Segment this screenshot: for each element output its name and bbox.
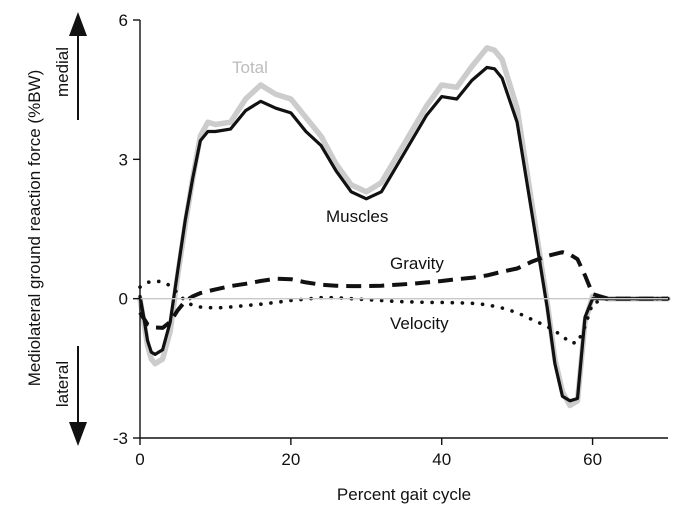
- medial-direction-label: medial: [53, 47, 72, 97]
- x-axis-label: Percent gait cycle: [337, 485, 471, 504]
- legend-gravity: Gravity: [390, 254, 444, 273]
- y-axis-label: Mediolateral ground reaction force (%BW): [25, 70, 44, 387]
- legend-muscles: Muscles: [326, 207, 388, 226]
- x-tick-label: 20: [281, 450, 300, 469]
- series-line-velocity: [138, 279, 670, 345]
- legend-total: Total: [232, 58, 268, 77]
- y-tick-label: 6: [119, 11, 128, 30]
- x-tick-label: 0: [135, 450, 144, 469]
- y-tick-label: 0: [119, 290, 128, 309]
- legend-velocity: Velocity: [390, 314, 449, 333]
- y-tick-label: -3: [113, 429, 128, 448]
- lateral-arrow-head: [69, 422, 87, 446]
- medial-arrow-head: [69, 12, 87, 36]
- y-tick-label: 3: [119, 150, 128, 169]
- plot-lines: [137, 45, 671, 409]
- lateral-direction-label: lateral: [53, 361, 72, 407]
- series-line-total: [137, 45, 671, 409]
- y-ticks: -3 0 3 6: [113, 11, 140, 448]
- x-tick-label: 60: [583, 450, 602, 469]
- series-line-muscles: [138, 65, 670, 403]
- x-tick-label: 40: [432, 450, 451, 469]
- x-ticks: 0 20 40 60: [135, 438, 602, 469]
